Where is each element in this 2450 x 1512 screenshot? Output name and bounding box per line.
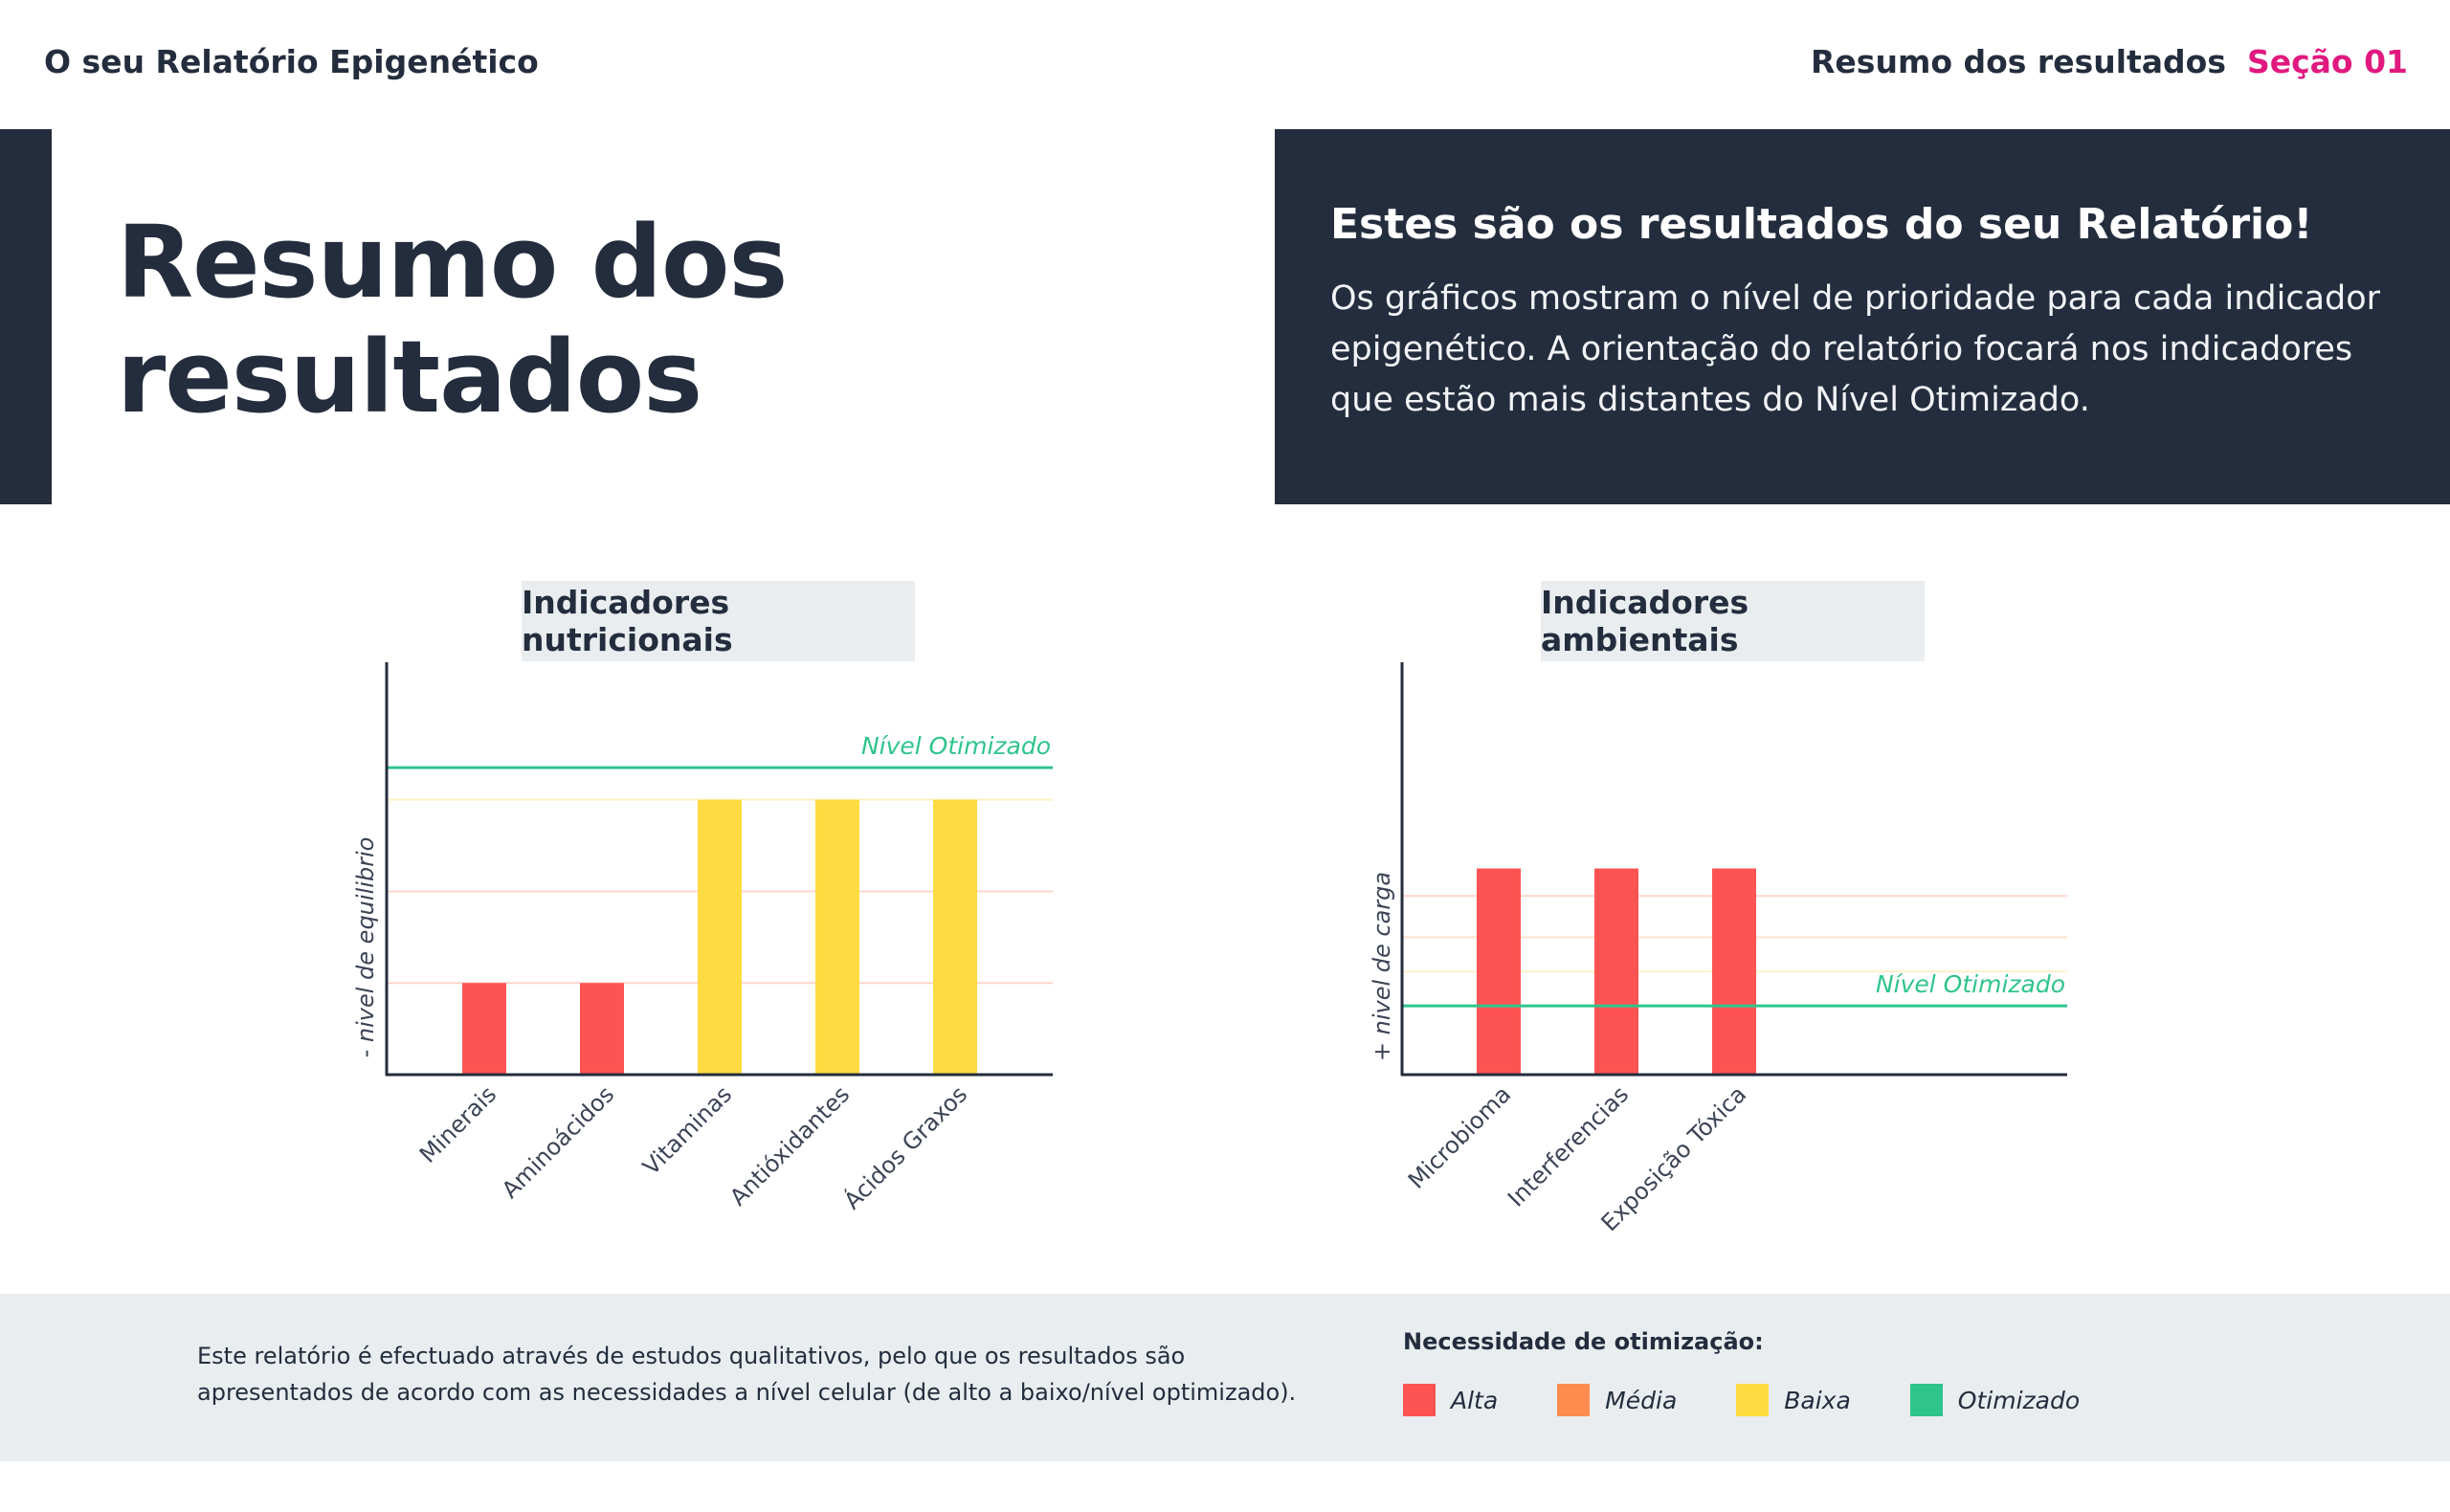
legend-swatch-otimizado	[1909, 1384, 1943, 1416]
legend-item-media: Média	[1557, 1384, 1677, 1416]
legend-label-alta: Alta	[1451, 1386, 1499, 1414]
env-bar-2	[1594, 868, 1638, 1075]
nutri-bar-4	[815, 799, 859, 1075]
legend-label-media: Média	[1605, 1386, 1678, 1414]
env-bar-3	[1712, 868, 1756, 1075]
breadcrumb[interactable]: Resumo dos resultados	[1811, 43, 2226, 80]
chart-title-environmental: Indicadores ambientais	[1541, 581, 1925, 661]
environmental-chart: Nível Otimizado + nivel de carga Microbiom…	[1369, 662, 2067, 1236]
env-tick-label-1: Microbioma	[1403, 1080, 1516, 1193]
legend-swatch-media	[1557, 1384, 1591, 1416]
env-bar-1	[1477, 868, 1521, 1075]
report-brand-title: O seu Relatório Epigenético	[44, 43, 539, 80]
info-body: Os gráficos mostram o nível de prioridad…	[1330, 278, 2381, 419]
env-optimized-label: Nível Otimizado	[1876, 970, 2065, 998]
footer: Este relatório é efectuado através de es…	[0, 1294, 2450, 1461]
env-y-axis-label: + nivel de carga	[1369, 872, 1395, 1061]
chart-title-nutritional: Indicadores nutricionais	[522, 581, 915, 661]
hero-accent-bar	[0, 129, 52, 504]
nutri-optimized-label: Nível Otimizado	[861, 732, 1051, 760]
nutri-bar-2	[580, 983, 624, 1075]
legend-label-otimizado: Otimizado	[1957, 1386, 2081, 1414]
info-panel: Estes são os resultados do seu Relatório…	[1275, 129, 2450, 504]
top-bar: O seu Relatório Epigenético Resumo dos r…	[0, 0, 2450, 129]
nutri-bar-3	[698, 799, 742, 1075]
page-title: Resumo dos resultados	[117, 205, 1169, 434]
env-tick-label-2: Interferencias	[1503, 1080, 1634, 1212]
disclaimer-text: Este relatório é efectuado através de es…	[197, 1343, 1297, 1406]
legend-item-alta: Alta	[1403, 1384, 1498, 1416]
legend: Alta Média Baixa Otimizado	[1403, 1384, 2139, 1416]
legend-swatch-alta	[1403, 1384, 1436, 1416]
info-heading: Estes são os resultados do seu Relatório…	[1330, 200, 2313, 249]
page-title-line-2: resultados	[117, 319, 702, 435]
legend-item-otimizado: Otimizado	[1909, 1384, 2081, 1416]
nutri-bar-1	[462, 983, 506, 1075]
section-label[interactable]: Seção 01	[2246, 43, 2408, 80]
nutri-bar-5	[933, 799, 977, 1075]
legend-title: Necessidade de otimização:	[1403, 1328, 1764, 1355]
nutri-y-axis-label: - nivel de equilibrio	[352, 837, 379, 1058]
legend-item-baixa: Baixa	[1736, 1384, 1851, 1416]
page-title-line-1: Resumo dos	[117, 204, 788, 321]
nutritional-chart: Nível Otimizado- nivel de equilibrioMine…	[352, 662, 1053, 1214]
legend-label-baixa: Baixa	[1784, 1386, 1851, 1414]
legend-swatch-baixa	[1736, 1384, 1770, 1416]
